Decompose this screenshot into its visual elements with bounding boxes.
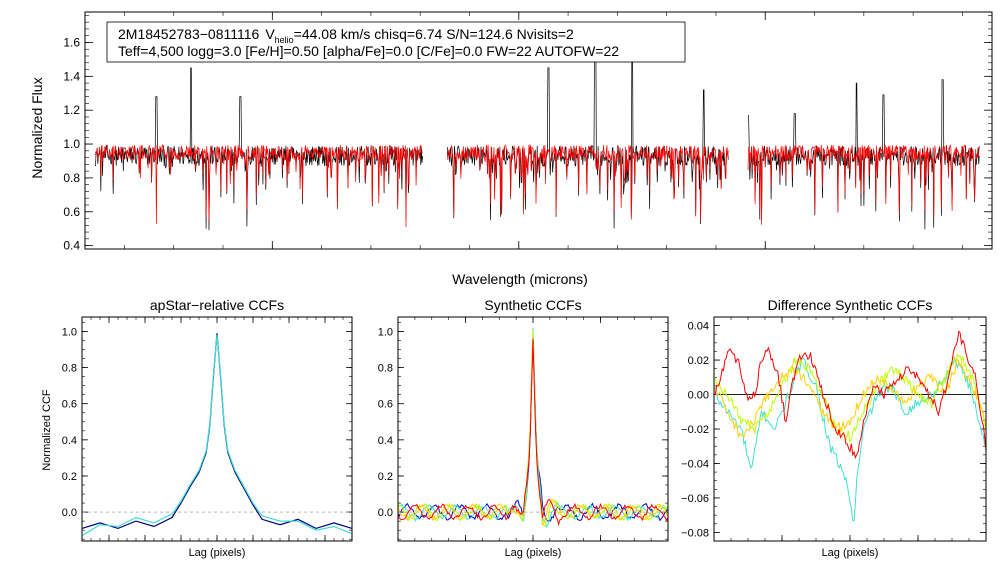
difference-ccf-title: Difference Synthetic CCFs xyxy=(768,297,933,313)
y-tick-label: 0.0 xyxy=(378,507,393,519)
y-tick-label: 0.8 xyxy=(378,363,393,375)
synthetic-ccf-panel: Synthetic CCFs Lag (pixels) −200 −100 0 100… xyxy=(378,0,677,559)
y-tick-label: −0.06 xyxy=(681,493,709,505)
y-tick-label: 1.6 xyxy=(63,35,80,49)
y-tick-label: 1.2 xyxy=(63,103,80,117)
spectrum-legend: 2M18452783−0811116 Vhelio=44.08 km/s chis… xyxy=(106,21,686,63)
synthetic-ccf-template-2 xyxy=(397,327,669,529)
synthetic-ccf-xlabel: Lag (pixels) xyxy=(505,547,562,559)
x-tick-label: 60 xyxy=(319,0,331,3)
spectrum-xlabel: Wavelength (microns) xyxy=(452,271,588,287)
y-tick-label: 0.8 xyxy=(63,171,80,185)
difference-ccf-diff-3 xyxy=(713,358,987,439)
y-tick-label: 0.2 xyxy=(378,471,393,483)
x-tick-label: −40 xyxy=(136,0,155,3)
x-tick-label: 1.65 xyxy=(754,0,778,3)
y-tick-label: 0.04 xyxy=(688,321,709,333)
x-tick-label: 100 xyxy=(909,0,927,3)
spectrum-ylabel: Normalized Flux xyxy=(29,77,45,178)
y-tick-label: 0.6 xyxy=(378,399,393,411)
y-tick-label: −0.02 xyxy=(681,424,709,436)
legend-v-sub: helio xyxy=(275,35,294,45)
y-tick-label: 0.4 xyxy=(62,435,77,447)
y-tick-label: 1.0 xyxy=(63,137,80,151)
y-tick-label: 0.2 xyxy=(62,471,77,483)
synthetic-ccf-frame xyxy=(397,316,669,542)
y-tick-label: 0.0 xyxy=(62,507,77,519)
apstar-ccf-visit-2 xyxy=(81,335,353,537)
x-tick-label: 0 xyxy=(530,0,536,3)
synthetic-ccf-template-5 xyxy=(397,339,669,527)
x-tick-label: 1.60 xyxy=(507,0,531,3)
difference-ccf-diff-1 xyxy=(713,356,987,522)
difference-ccf-diff-4 xyxy=(713,330,987,460)
x-tick-label: 1.55 xyxy=(261,0,285,3)
difference-ccf-diff-2 xyxy=(713,353,987,444)
legend-box xyxy=(106,21,686,63)
synthetic-ccf-template-4 xyxy=(397,335,669,526)
apstar-ccf-ylabel: Normalized CCF xyxy=(41,389,53,471)
apstar-ccf-visit-1 xyxy=(81,333,353,530)
legend-line-1-rest: =44.08 km/s chisq=6.74 S/N=124.6 Nvisits… xyxy=(294,26,574,42)
apstar-ccf-title: apStar−relative CCFs xyxy=(150,297,284,313)
y-tick-label: 0.6 xyxy=(63,205,80,219)
spectrum-frame xyxy=(84,11,993,250)
y-tick-label: 0.8 xyxy=(62,363,77,375)
synthetic-ccf-template-1 xyxy=(397,336,669,522)
y-tick-label: 0.4 xyxy=(63,239,80,253)
x-tick-label: 0 xyxy=(214,0,220,3)
apstar-ccf-frame xyxy=(81,316,353,542)
synthetic-ccf-lines xyxy=(397,327,669,529)
x-tick-label: −200 xyxy=(702,0,727,3)
y-tick-label: −0.08 xyxy=(681,527,709,539)
y-tick-label: 0.00 xyxy=(688,390,709,402)
x-tick-label: −60 xyxy=(100,0,119,3)
legend-v-label: V xyxy=(265,26,275,42)
x-tick-label: 20 xyxy=(247,0,259,3)
difference-ccf-ticks: −200 −100 0 100 200 −0.08 −0.06 −0.04 −0.02 0.00 0… xyxy=(681,0,995,542)
x-tick-label: 200 xyxy=(659,0,677,3)
x-tick-label: −20 xyxy=(172,0,191,3)
spectrum-panel: Wavelength (microns) Normalized Flux 1.5… xyxy=(29,0,993,287)
legend-line-1: 2M18452783−0811116 Vhelio=44.08 km/s chis… xyxy=(118,26,574,45)
y-tick-label: 1.4 xyxy=(63,69,80,83)
legend-line-2: Teff=4,500 logg=3.0 [Fe/H]=0.50 [alpha/F… xyxy=(118,43,619,59)
y-tick-label: −0.04 xyxy=(681,458,709,470)
y-tick-label: 0.4 xyxy=(378,435,393,447)
x-tick-label: 100 xyxy=(591,0,609,3)
synthetic-ccf-title: Synthetic CCFs xyxy=(484,297,581,313)
difference-ccf-frame xyxy=(713,316,987,542)
y-tick-label: 0.6 xyxy=(62,399,77,411)
synthetic-ccf-ticks: −200 −100 0 100 200 0.0 0.2 0.4 0.6 0.8 1.0 xyxy=(378,0,677,541)
difference-ccf-panel: Difference Synthetic CCFs Lag (pixels) −… xyxy=(681,0,995,559)
difference-ccf-xlabel: Lag (pixels) xyxy=(822,547,879,559)
spectrum-lines xyxy=(94,25,980,231)
synthetic-ccf-template-3 xyxy=(397,330,669,527)
difference-ccf-lines xyxy=(713,330,987,522)
y-tick-label: 1.0 xyxy=(62,326,77,338)
x-tick-label: −100 xyxy=(770,0,795,3)
x-tick-label: −100 xyxy=(453,0,478,3)
spectrum-x-ticks: 1.55 1.60 1.65 0.4 0.6 0.8 1.0 1.2 1.4 1.6 xyxy=(63,0,992,253)
legend-star-id: 2M18452783−0811116 xyxy=(118,26,260,42)
y-tick-label: 1.0 xyxy=(378,326,393,338)
x-tick-label: 200 xyxy=(977,0,995,3)
apstar-ccf-lines xyxy=(81,333,353,537)
x-tick-label: 0 xyxy=(847,0,853,3)
y-tick-label: 0.02 xyxy=(688,355,709,367)
x-tick-label: −200 xyxy=(386,0,411,3)
spectrum-series-model xyxy=(94,143,980,228)
apstar-ccf-panel: apStar−relative CCFs Lag (pixels) Normal… xyxy=(41,0,353,559)
x-tick-label: 40 xyxy=(283,0,295,3)
apstar-ccf-ticks: −60 −40 −20 0 20 40 60 0.0 0.2 0.4 0.6 0.8 1.0 xyxy=(62,0,353,541)
apstar-ccf-xlabel: Lag (pixels) xyxy=(189,547,246,559)
